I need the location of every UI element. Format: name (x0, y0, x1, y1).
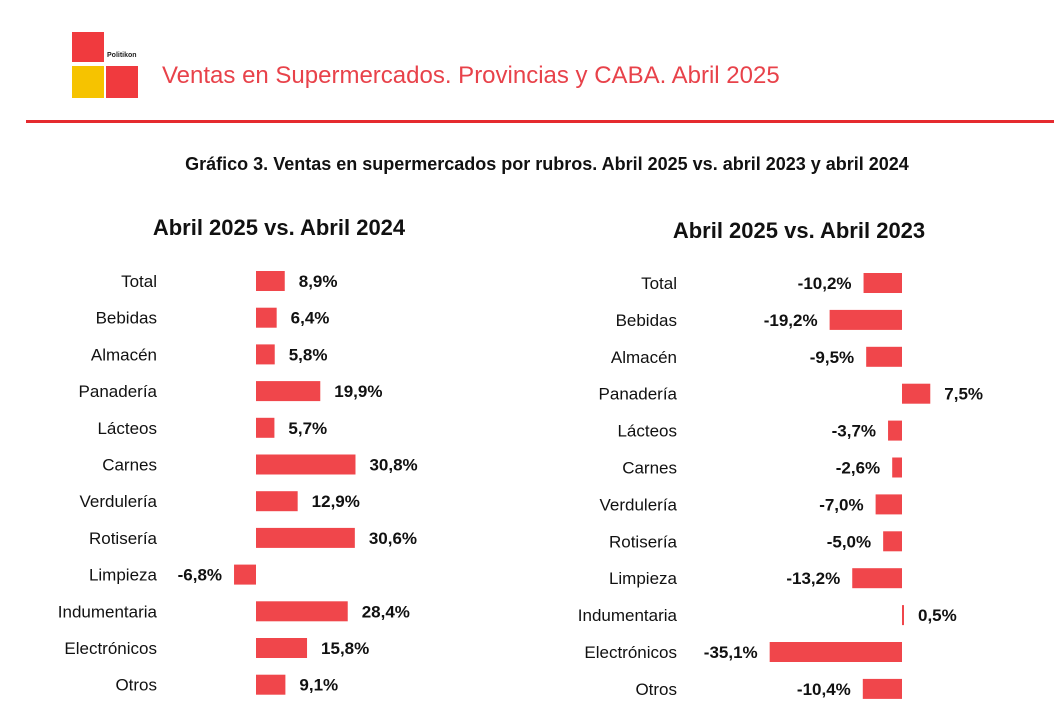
value-label: -19,2% (764, 311, 818, 330)
bar-2023-1 (829, 309, 902, 330)
value-label: 7,5% (944, 385, 983, 404)
category-label: Rotisería (89, 529, 158, 548)
bar-2023-4 (888, 420, 902, 441)
value-label: 9,1% (299, 676, 338, 695)
bar-2024-11 (256, 674, 286, 695)
bar-2024-6 (256, 491, 298, 512)
bar-2023-0 (863, 273, 902, 293)
politikon-logo: Politikon (70, 30, 140, 100)
value-label: 5,8% (289, 345, 328, 364)
value-label: -2,6% (836, 459, 880, 478)
value-label: -6,8% (178, 566, 222, 585)
value-label: -3,7% (832, 422, 876, 441)
category-label: Lácteos (97, 419, 157, 438)
category-label: Rotisería (609, 532, 678, 551)
bar-2024-0 (256, 271, 285, 291)
header-divider (26, 120, 1054, 123)
category-label: Panadería (599, 385, 678, 404)
value-label: 28,4% (362, 602, 410, 621)
bar-2024-2 (256, 344, 275, 365)
value-label: 8,9% (299, 272, 338, 291)
value-label: -10,4% (797, 680, 851, 699)
value-label: 30,6% (369, 529, 417, 548)
category-label: Almacén (91, 345, 157, 364)
category-label: Otros (115, 676, 157, 695)
bar-2024-4 (256, 417, 275, 438)
value-label: -10,2% (798, 274, 852, 293)
bar-2023-7 (883, 531, 902, 552)
category-label: Bebidas (616, 311, 677, 330)
value-label: 12,9% (312, 492, 360, 511)
category-label: Almacén (611, 348, 677, 367)
category-label: Otros (635, 680, 677, 699)
logo-square-top-left (72, 32, 104, 62)
bar-2023-6 (875, 494, 902, 515)
category-label: Verdulería (600, 495, 678, 514)
category-label: Electrónicos (584, 643, 677, 662)
value-label: -5,0% (827, 532, 871, 551)
value-label: 30,8% (369, 456, 417, 475)
value-label: -35,1% (704, 643, 758, 662)
category-label: Panadería (79, 382, 158, 401)
bar-2024-10 (256, 638, 308, 658)
category-label: Bebidas (96, 309, 157, 328)
bar-2024-7 (256, 527, 355, 548)
value-label: 6,4% (291, 309, 330, 328)
category-label: Indumentaria (578, 606, 678, 625)
bar-2024-8 (234, 564, 256, 585)
value-label: 19,9% (334, 382, 382, 401)
bar-2023-3 (902, 383, 931, 404)
category-label: Carnes (102, 456, 157, 475)
category-label: Total (641, 274, 677, 293)
chart-main-title: Gráfico 3. Ventas en supermercados por r… (185, 154, 909, 174)
page-title: Ventas en Supermercados. Provincias y CA… (162, 62, 780, 89)
value-label: -7,0% (819, 495, 863, 514)
category-label: Total (121, 272, 157, 291)
bar-2023-2 (866, 346, 902, 367)
value-label: -9,5% (810, 348, 854, 367)
bar-2023-9 (902, 605, 904, 626)
value-label: 5,7% (288, 419, 327, 438)
bar-2024-1 (256, 307, 277, 328)
panel-title-2023: Abril 2025 vs. Abril 2023 (672, 218, 926, 243)
category-label: Lácteos (617, 422, 677, 441)
value-label: 0,5% (918, 606, 957, 625)
logo-square-bottom-right (106, 66, 138, 98)
category-label: Carnes (622, 459, 677, 478)
category-label: Limpieza (89, 566, 158, 585)
value-label: 15,8% (321, 639, 369, 658)
category-label: Indumentaria (58, 602, 158, 621)
category-label: Verdulería (80, 492, 158, 511)
logo-brand-text: Politikon (107, 52, 137, 59)
logo-square-bottom-left (72, 66, 104, 98)
bar-2023-11 (862, 678, 902, 699)
bar-2023-10 (769, 642, 902, 662)
panel-title-2024: Abril 2025 vs. Abril 2024 (152, 215, 406, 240)
bar-2023-5 (892, 457, 902, 478)
bar-2024-5 (256, 454, 356, 475)
category-label: Electrónicos (64, 639, 157, 658)
category-label: Limpieza (609, 569, 678, 588)
bar-2024-3 (256, 381, 321, 402)
bar-2023-8 (852, 568, 902, 589)
bar-2024-9 (256, 601, 348, 622)
value-label: -13,2% (786, 569, 840, 588)
